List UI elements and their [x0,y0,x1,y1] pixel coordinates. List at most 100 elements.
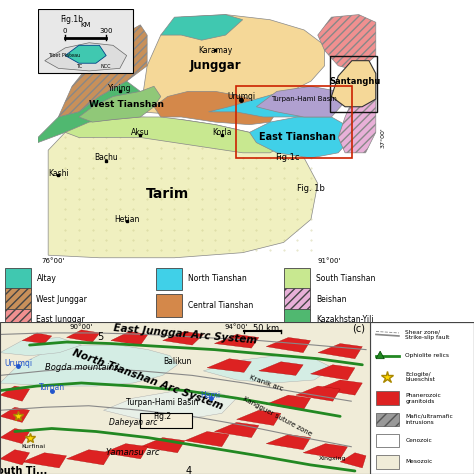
Polygon shape [209,86,338,117]
Text: Aksu: Aksu [131,128,150,137]
Text: Yamansu arc: Yamansu arc [106,448,160,457]
Text: 37°00': 37°00' [380,127,385,148]
Text: Balikun: Balikun [163,357,191,366]
Polygon shape [0,345,177,386]
Polygon shape [259,362,303,375]
Polygon shape [48,117,318,258]
Polygon shape [66,330,100,342]
Polygon shape [0,450,29,465]
Text: Tarim: Tarim [146,187,189,201]
Text: Korla: Korla [212,128,232,137]
Polygon shape [22,453,66,468]
Text: 76°00': 76°00' [41,258,65,264]
Text: 91°00': 91°00' [318,258,341,264]
Text: Central Tianshan: Central Tianshan [188,301,254,310]
Text: Kangguer suture zone: Kangguer suture zone [242,396,313,437]
Polygon shape [318,380,362,395]
Text: South Ti...: South Ti... [0,466,47,474]
Polygon shape [79,86,161,122]
Text: Daheyan arc: Daheyan arc [109,418,157,427]
Text: West Tianshan: West Tianshan [89,100,164,109]
Text: Karamay: Karamay [198,46,233,55]
Polygon shape [140,15,325,114]
Bar [284,309,310,331]
Polygon shape [163,331,203,345]
Polygon shape [214,335,259,348]
Text: Beishan: Beishan [316,295,346,304]
Polygon shape [296,386,340,401]
Polygon shape [66,450,111,465]
Bar [376,455,399,469]
Bar [156,268,182,290]
Polygon shape [266,337,310,353]
Bar [376,392,399,405]
Text: TC: TC [76,64,82,69]
Text: Urumqi: Urumqi [227,92,255,101]
Polygon shape [0,337,82,356]
Text: Kashi: Kashi [48,169,69,178]
Polygon shape [185,431,229,447]
Polygon shape [310,365,355,380]
Bar [5,268,31,290]
Text: North Tianshan Arc System: North Tianshan Arc System [71,348,225,412]
Text: 0: 0 [63,27,67,34]
Text: 76°00': 76°00' [5,328,30,337]
Text: Fig. 1b: Fig. 1b [297,184,325,193]
Polygon shape [318,15,376,71]
Polygon shape [331,61,376,107]
Text: Ophiolite relics: Ophiolite relics [405,353,449,358]
Text: Fig.2: Fig.2 [154,412,172,421]
Text: 90°00': 90°00' [70,324,93,330]
Bar [376,434,399,447]
Text: West Junggar: West Junggar [36,295,87,304]
Polygon shape [318,344,362,359]
Polygon shape [376,351,384,359]
Text: KM: KM [81,22,91,28]
Polygon shape [103,444,148,459]
Text: Altay: Altay [36,274,56,283]
Text: Mafic/ultramafic
intrusions: Mafic/ultramafic intrusions [405,414,453,425]
Text: Turpan-Hami Basin: Turpan-Hami Basin [271,96,337,102]
Text: Turpan: Turpan [39,383,65,392]
Text: 4: 4 [185,466,191,474]
Bar [5,288,31,310]
Polygon shape [256,86,345,117]
Text: Fig.1b: Fig.1b [61,15,83,24]
Polygon shape [0,407,29,422]
Polygon shape [338,91,376,153]
Text: Phanerozoic
granitoids: Phanerozoic granitoids [405,393,441,403]
Polygon shape [340,453,366,468]
Polygon shape [214,422,259,438]
Text: Yining: Yining [108,84,132,93]
Polygon shape [266,435,310,450]
Text: Mesozoic: Mesozoic [405,459,432,465]
Polygon shape [161,15,243,40]
Bar [140,413,192,428]
Bar [284,268,310,290]
Text: 5: 5 [97,332,103,343]
Polygon shape [203,356,333,383]
Polygon shape [0,386,29,401]
Polygon shape [303,444,347,459]
Text: (c): (c) [352,323,365,333]
Text: 50 km: 50 km [253,324,279,333]
Text: Cenozoic: Cenozoic [405,438,432,443]
Text: Kurfinai: Kurfinai [21,444,46,449]
Bar [376,412,399,426]
Text: Hetian: Hetian [114,215,139,224]
Polygon shape [103,391,237,419]
Text: Kranik arc: Kranik arc [248,374,284,392]
Bar [5,309,31,331]
Polygon shape [140,438,185,453]
Text: Shear zone/
Strike-slip fault: Shear zone/ Strike-slip fault [405,329,449,340]
Text: NCC: NCC [101,64,111,69]
Text: Xingxing: Xingxing [319,456,346,461]
Text: Tibet Plateau: Tibet Plateau [48,53,81,58]
Polygon shape [65,117,283,153]
Text: East Junggar Arc System: East Junggar Arc System [113,323,257,346]
Text: South Tianshan: South Tianshan [316,274,375,283]
Polygon shape [45,43,127,71]
Text: 300: 300 [100,27,113,34]
Text: East Junggar: East Junggar [36,315,85,324]
Polygon shape [22,333,52,344]
